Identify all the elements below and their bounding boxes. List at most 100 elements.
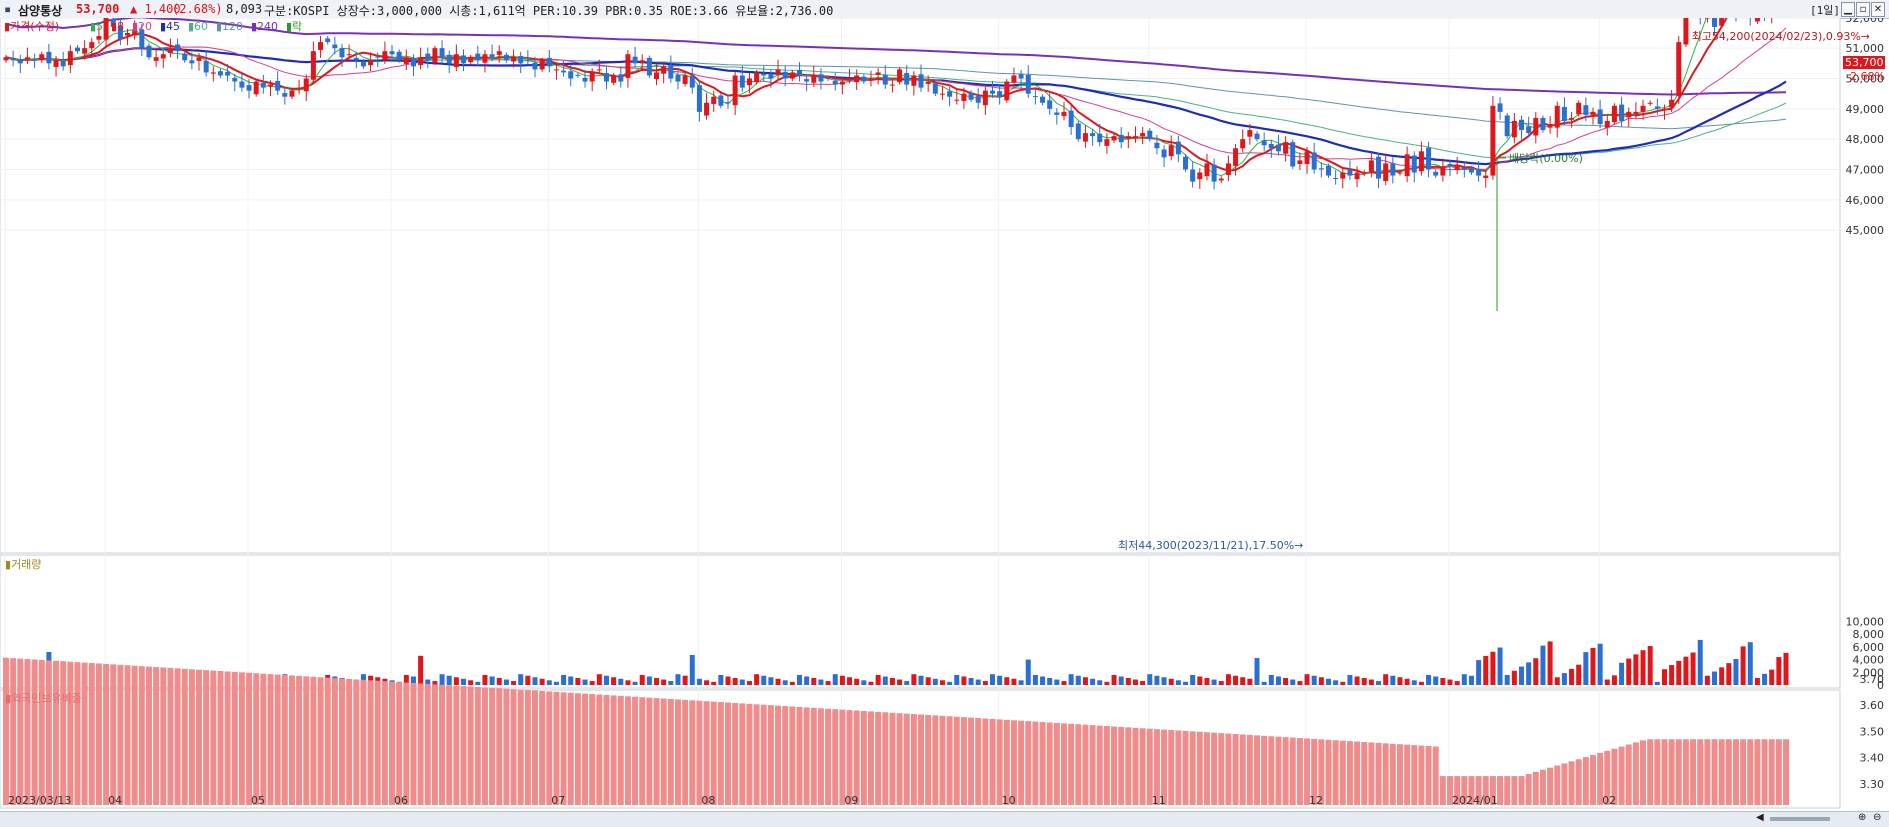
foreign-bar <box>982 718 988 805</box>
candle-body <box>768 74 773 78</box>
foreign-bar <box>668 699 674 805</box>
volume-bar <box>604 676 609 685</box>
volume-bar <box>1262 682 1267 685</box>
foreign-bar <box>1411 745 1417 805</box>
legend-ma-20: ▮20 <box>132 20 152 33</box>
foreign-bar <box>882 712 888 805</box>
candle-body <box>1283 142 1288 154</box>
foreign-bar <box>132 666 138 805</box>
volume-bar <box>1762 674 1767 685</box>
candle-body <box>640 60 645 63</box>
volume-bar <box>504 680 509 685</box>
foreign-bar <box>904 714 910 805</box>
candle-body <box>1255 134 1260 139</box>
price-tick-label: 49,000 <box>1846 103 1885 116</box>
foreign-bar <box>1290 738 1296 805</box>
foreign-bar <box>167 668 173 805</box>
volume-bar <box>654 678 659 685</box>
candle-body <box>604 73 609 81</box>
legend-ma-8: ▮8 <box>111 20 124 33</box>
volume-bar <box>969 678 974 685</box>
foreign-bar <box>239 672 245 805</box>
scroll-left-icon[interactable]: ◀ <box>1756 812 1764 823</box>
candle-body <box>82 48 87 53</box>
volume-bar <box>1583 652 1588 685</box>
candle-body <box>1540 118 1545 130</box>
foreign-bar <box>1547 768 1553 805</box>
volume-bar <box>1705 676 1710 685</box>
scroll-bar[interactable]: ◀ ⊕ ⊖ <box>0 811 1889 827</box>
candle-body <box>125 33 130 35</box>
volume-bar <box>1176 680 1181 685</box>
volume-bar <box>747 681 752 685</box>
volume-bar <box>1169 679 1174 685</box>
candle-body <box>618 74 623 81</box>
candle-body <box>1204 163 1209 176</box>
current-price: 53,700 <box>76 2 119 16</box>
foreign-bar <box>746 704 752 805</box>
volume-bar <box>940 680 945 685</box>
foreign-bar <box>1397 744 1403 805</box>
candle-body <box>339 48 344 57</box>
volume-bar <box>475 682 480 685</box>
foreign-bar <box>546 691 552 805</box>
zoom-in-icon[interactable]: ⊕ <box>1858 812 1866 823</box>
volume-bar <box>1390 676 1395 685</box>
candle-body <box>647 58 652 76</box>
x-tick-label: 08 <box>701 794 715 807</box>
foreign-bar <box>396 682 402 805</box>
candle-body <box>1419 151 1424 171</box>
stock-name[interactable]: 삼양통상 <box>18 2 62 19</box>
volume-bar <box>1683 657 1688 685</box>
foreign-bar <box>1032 722 1038 805</box>
stock-chart[interactable]: 45,00046,00047,00048,00049,00050,00051,0… <box>0 18 1889 811</box>
candle-body <box>926 82 931 84</box>
foreign-bar <box>1061 723 1067 805</box>
foreign-bar <box>732 703 738 805</box>
candle-body <box>575 75 580 76</box>
period-button[interactable]: [1일] <box>1810 2 1840 18</box>
foreign-bar <box>160 667 166 805</box>
volume-bar <box>497 678 502 685</box>
foreign-bar <box>718 702 724 805</box>
foreign-bar <box>182 669 188 805</box>
scroll-thumb[interactable] <box>1770 817 1830 821</box>
legend-price: ▮가격(수정) <box>4 20 59 33</box>
price-change-pct: (2.68%) <box>172 2 223 16</box>
volume-bar <box>1455 681 1460 685</box>
candle-body <box>1083 133 1088 141</box>
volume-bar <box>790 682 795 685</box>
volume-bar <box>1641 650 1646 685</box>
candle-body <box>976 96 981 103</box>
volume-bar <box>847 677 852 685</box>
volume-bar <box>1197 676 1202 685</box>
volume-bar <box>1548 641 1553 685</box>
zoom-out-icon[interactable]: ⊖ <box>1873 812 1881 823</box>
volume-bar <box>461 679 466 685</box>
x-tick-label: 11 <box>1152 794 1166 807</box>
candle-body <box>4 57 9 60</box>
foreign-bar <box>1204 732 1210 805</box>
foreign-bar <box>1275 737 1281 805</box>
foreign-bar <box>1633 742 1639 805</box>
foreign-bar <box>446 685 452 805</box>
close-icon[interactable]: ✕ <box>1871 2 1885 17</box>
candle-body <box>1455 166 1460 170</box>
candle-body <box>554 69 559 70</box>
volume-bar <box>1433 676 1438 685</box>
foreign-bar <box>1376 743 1382 805</box>
candle-body <box>1519 120 1524 130</box>
foreign-bar <box>1519 776 1525 805</box>
volume-bar <box>1204 678 1209 685</box>
volume-bar <box>1712 672 1717 685</box>
foreign-bar <box>1168 730 1174 805</box>
candle-body <box>1119 135 1124 142</box>
restore-icon[interactable]: ▫ <box>1856 2 1870 17</box>
volume-bar <box>583 680 588 685</box>
minimize-icon[interactable]: ▁ <box>1841 2 1855 17</box>
candle-body <box>154 57 159 61</box>
foreign-bar <box>1225 734 1231 805</box>
x-tick-label: 2024/01 <box>1452 794 1498 807</box>
candle-body <box>1426 148 1431 170</box>
foreign-bar <box>968 718 974 805</box>
